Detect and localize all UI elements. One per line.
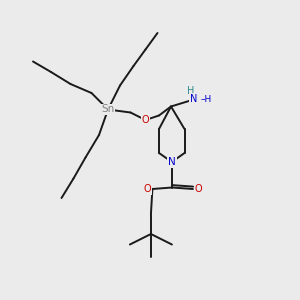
- Text: Sn: Sn: [101, 104, 115, 115]
- Text: O: O: [142, 115, 149, 125]
- Text: N: N: [168, 157, 176, 167]
- Text: O: O: [143, 184, 151, 194]
- Text: N: N: [190, 94, 197, 104]
- Text: H: H: [187, 86, 194, 97]
- Text: O: O: [194, 184, 202, 194]
- Text: –H: –H: [200, 94, 212, 103]
